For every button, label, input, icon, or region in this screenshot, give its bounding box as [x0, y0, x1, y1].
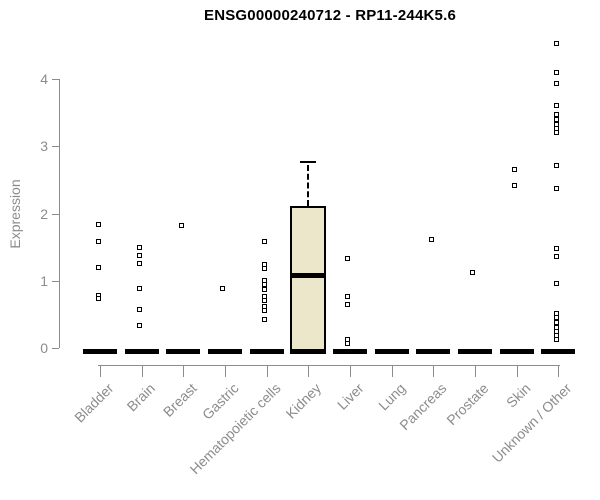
data-point-marker — [554, 163, 559, 168]
data-point-marker — [96, 265, 101, 270]
data-point-marker — [554, 246, 559, 251]
data-point-marker — [345, 256, 350, 261]
data-point-marker — [554, 337, 559, 342]
y-tick-label: 3 — [40, 138, 48, 154]
data-point-marker — [470, 270, 475, 275]
data-point-marker — [137, 323, 142, 328]
zero-median-bar — [541, 349, 575, 354]
data-point-marker — [96, 296, 101, 301]
data-point-marker — [554, 112, 559, 117]
zero-median-bar — [500, 349, 534, 354]
x-axis-tick — [392, 366, 393, 377]
data-point-marker — [262, 308, 267, 313]
data-point-marker — [96, 239, 101, 244]
data-point-marker — [179, 223, 184, 228]
data-point-marker — [262, 282, 267, 287]
data-point-marker — [554, 186, 559, 191]
zero-median-bar — [333, 349, 367, 354]
data-point-marker — [554, 254, 559, 259]
x-axis-tick — [142, 366, 143, 377]
data-point-marker — [345, 341, 350, 346]
data-point-marker — [554, 281, 559, 286]
y-axis-tick — [52, 281, 59, 282]
data-point-marker — [554, 130, 559, 135]
zero-median-bar — [458, 349, 492, 354]
upper-whisker-cap — [300, 161, 316, 163]
y-axis-tick — [52, 79, 59, 80]
y-tick-label: 2 — [40, 206, 48, 222]
data-point-marker — [554, 103, 559, 108]
y-axis-line — [59, 79, 60, 348]
x-tick-label-text: Brain — [123, 380, 159, 415]
x-axis-tick — [267, 366, 268, 377]
data-point-marker — [137, 245, 142, 250]
data-point-marker — [512, 167, 517, 172]
data-point-marker — [262, 298, 267, 303]
median-line — [290, 273, 326, 278]
x-axis-tick — [517, 366, 518, 377]
zero-median-bar — [416, 349, 450, 354]
zero-median-bar — [83, 349, 117, 354]
data-point-marker — [554, 70, 559, 75]
y-tick-label: 1 — [40, 273, 48, 289]
x-tick-label-text: Kidney — [282, 380, 325, 422]
data-point-marker — [554, 81, 559, 86]
data-point-marker — [345, 302, 350, 307]
x-tick-label-text: Skin — [502, 380, 534, 411]
data-point-marker — [262, 317, 267, 322]
x-tick-label-text: Bladder — [70, 380, 117, 426]
data-point-marker — [554, 117, 559, 122]
y-axis-tick — [52, 146, 59, 147]
y-axis-tick — [52, 214, 59, 215]
x-axis-tick — [433, 366, 434, 377]
x-axis-tick — [225, 366, 226, 377]
kidney-box — [290, 206, 326, 352]
data-point-marker — [137, 253, 142, 258]
x-tick-label-text: Lung — [374, 380, 409, 414]
y-tick-label: 0 — [40, 340, 48, 356]
data-point-marker — [345, 294, 350, 299]
data-point-marker — [137, 307, 142, 312]
zero-median-bar — [290, 349, 326, 354]
y-tick-label: 4 — [40, 71, 48, 87]
x-axis-tick — [350, 366, 351, 377]
x-axis-tick — [475, 366, 476, 377]
y-axis-tick — [52, 348, 59, 349]
data-point-marker — [554, 320, 559, 325]
x-axis-tick — [100, 366, 101, 377]
data-point-marker — [554, 41, 559, 46]
zero-median-bar — [125, 349, 159, 354]
zero-median-bar — [208, 349, 242, 354]
data-point-marker — [137, 261, 142, 266]
x-tick-label-text: Breast — [159, 380, 200, 420]
data-point-marker — [220, 286, 225, 291]
data-point-marker — [96, 222, 101, 227]
x-axis-tick — [558, 366, 559, 377]
data-point-marker — [262, 266, 267, 271]
data-point-marker — [262, 239, 267, 244]
data-point-marker — [512, 183, 517, 188]
x-tick-label-text: Liver — [333, 380, 367, 413]
plot-title: ENSG00000240712 - RP11-244K5.6 — [203, 7, 456, 24]
zero-median-bar — [250, 349, 284, 354]
zero-median-bar — [375, 349, 409, 354]
x-axis-line — [98, 365, 560, 366]
data-point-marker — [429, 237, 434, 242]
data-point-marker — [137, 286, 142, 291]
upper-whisker-line — [307, 165, 309, 206]
x-axis-tick — [308, 366, 309, 377]
data-point-marker — [262, 287, 267, 292]
x-axis-tick — [183, 366, 184, 377]
data-point-marker — [554, 315, 559, 320]
x-tick-label-text: Prostate — [443, 380, 492, 429]
zero-median-bar — [166, 349, 200, 354]
